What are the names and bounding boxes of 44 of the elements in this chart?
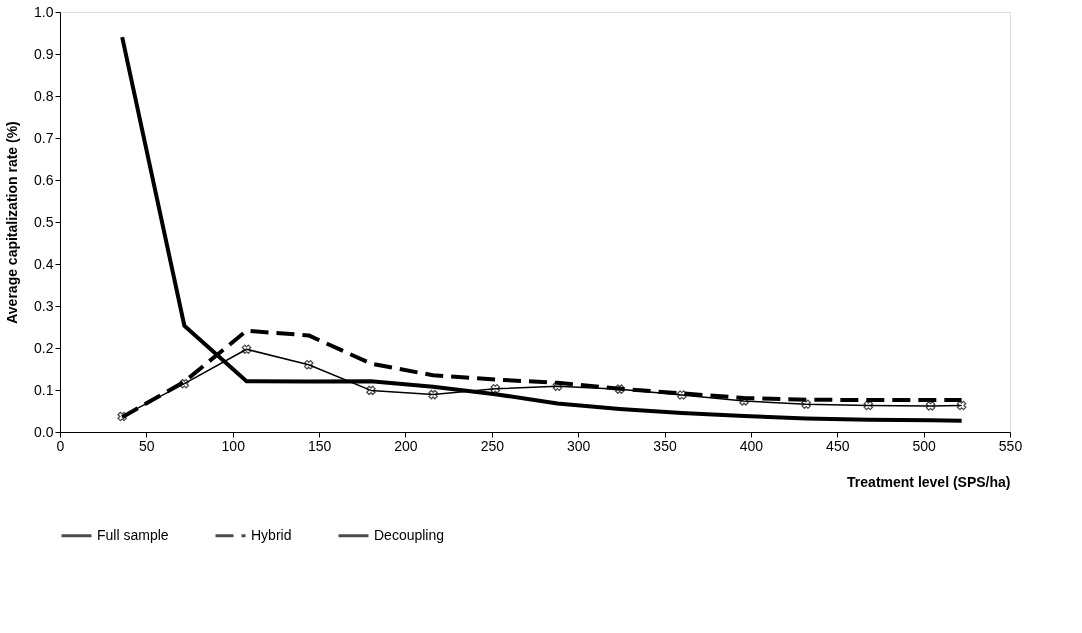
- point: [366, 385, 376, 396]
- x-axis-title: Treatment level (SPS/ha): [847, 473, 1011, 490]
- point: [925, 401, 936, 411]
- x-tick-label: 500: [912, 437, 937, 454]
- y-tick-label: 0.0: [34, 423, 54, 440]
- point: [552, 381, 563, 392]
- y-tick-label: 0.7: [34, 129, 54, 146]
- y-tick-label: 1.0: [34, 3, 54, 20]
- x-tick-label: 350: [653, 437, 677, 454]
- y-tick-label: 0.2: [34, 339, 54, 356]
- legend-label: Decoupling: [374, 526, 445, 543]
- point: [614, 384, 625, 394]
- point: [428, 389, 438, 400]
- y-tick-label: 0.5: [34, 213, 54, 230]
- y-axis-title: Average capitalization rate (%): [4, 121, 21, 324]
- point: [303, 360, 314, 370]
- point: [739, 396, 749, 406]
- y-tick-label: 0.1: [34, 381, 54, 398]
- y-tick-label: 0.9: [34, 45, 54, 62]
- x-tick-label: 100: [221, 437, 246, 454]
- x-tick-label: 0: [56, 437, 65, 454]
- legend-label: Full sample: [97, 526, 169, 543]
- x-tick-label: 250: [480, 437, 505, 454]
- point: [117, 411, 127, 422]
- point: [863, 400, 874, 411]
- x-tick-label: 200: [394, 437, 418, 454]
- x-tick-label: 450: [826, 437, 850, 454]
- y-tick-label: 0.3: [34, 297, 54, 314]
- x-tick-label: 300: [567, 437, 591, 454]
- point: [490, 383, 501, 394]
- x-tick-label: 50: [139, 437, 155, 454]
- x-tick-label: 550: [998, 437, 1023, 454]
- point: [179, 378, 190, 389]
- point: [677, 390, 687, 400]
- legend-label: Hybrid: [251, 526, 292, 543]
- point: [956, 400, 967, 411]
- y-tick-label: 0.8: [34, 87, 54, 104]
- line-series: [120, 35, 964, 423]
- y-tick-label: 0.6: [34, 171, 54, 188]
- x-tick-label: 400: [739, 437, 764, 454]
- y-tick-label: 0.4: [34, 255, 54, 272]
- point: [801, 399, 811, 410]
- x-tick-label: 150: [307, 437, 332, 454]
- point: [241, 344, 252, 355]
